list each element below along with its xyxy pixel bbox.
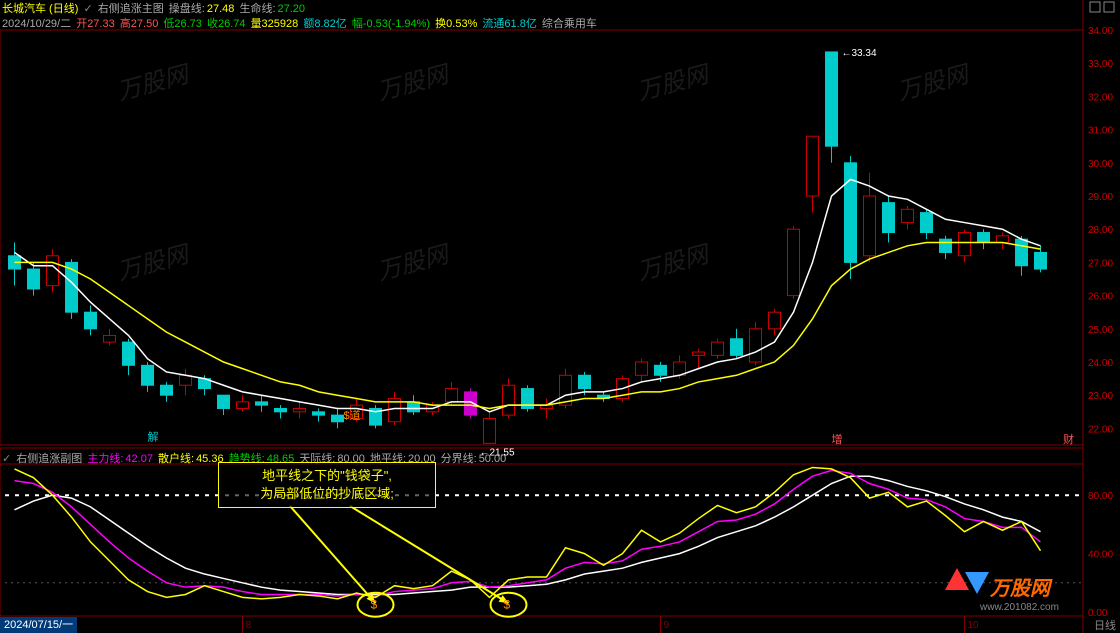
svg-text:$道: $道 xyxy=(344,408,361,422)
svg-text:24.00: 24.00 xyxy=(1088,358,1113,369)
svg-text:40.00: 40.00 xyxy=(1088,550,1113,561)
svg-text:万股网: 万股网 xyxy=(115,60,194,105)
svg-text:23.00: 23.00 xyxy=(1088,391,1113,402)
svg-text:33.00: 33.00 xyxy=(1088,59,1113,70)
svg-text:28.00: 28.00 xyxy=(1088,225,1113,236)
svg-text:26.00: 26.00 xyxy=(1088,292,1113,303)
svg-text:$: $ xyxy=(504,598,511,612)
svg-text:29.00: 29.00 xyxy=(1088,192,1113,203)
svg-text:解: 解 xyxy=(148,429,159,443)
svg-text:25.00: 25.00 xyxy=(1088,325,1113,336)
bottom-date-bar: 2024/07/15/一 xyxy=(0,617,77,633)
svg-text:万股网: 万股网 xyxy=(989,578,1053,600)
svg-text:32.00: 32.00 xyxy=(1088,92,1113,103)
svg-text:8: 8 xyxy=(246,620,252,631)
svg-text:万股网: 万股网 xyxy=(635,240,714,285)
period-label: 日线 xyxy=(1094,617,1116,633)
svg-text:30.00: 30.00 xyxy=(1088,159,1113,170)
svg-text:万股网: 万股网 xyxy=(635,60,714,105)
svg-text:34.00: 34.00 xyxy=(1088,26,1113,37)
svg-text:财: 财 xyxy=(1063,432,1074,446)
svg-text:万股网: 万股网 xyxy=(115,240,194,285)
svg-text:9: 9 xyxy=(664,620,670,631)
svg-text:←33.34: ←33.34 xyxy=(842,48,877,59)
svg-text:←21.55: ←21.55 xyxy=(480,447,515,458)
svg-text:增: 增 xyxy=(832,432,843,446)
svg-text:www.201082.com: www.201082.com xyxy=(979,602,1059,613)
svg-text:10: 10 xyxy=(968,620,980,631)
svg-text:27.00: 27.00 xyxy=(1088,258,1113,269)
svg-text:31.00: 31.00 xyxy=(1088,126,1113,137)
chart-canvas[interactable]: 万股网万股网万股网万股网万股网万股网万股网22.0023.0024.0025.0… xyxy=(0,0,1120,633)
svg-text:22.00: 22.00 xyxy=(1088,424,1113,435)
svg-text:万股网: 万股网 xyxy=(375,240,454,285)
svg-text:80.00: 80.00 xyxy=(1088,491,1113,502)
annotation-box: 地平线之下的"钱袋子", 为局部低位的抄底区域; xyxy=(218,462,436,508)
svg-text:万股网: 万股网 xyxy=(375,60,454,105)
svg-text:万股网: 万股网 xyxy=(895,60,974,105)
svg-text:$: $ xyxy=(371,598,378,612)
